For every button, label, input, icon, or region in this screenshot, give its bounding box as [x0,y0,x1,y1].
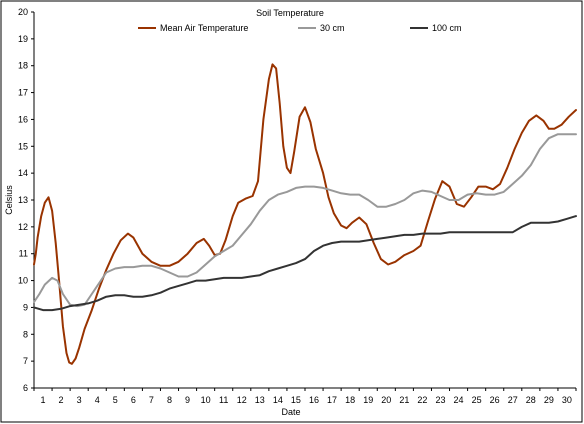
x-tick-label: 22 [417,395,427,405]
y-tick-label: 12 [18,222,28,232]
x-tick-label: 23 [435,395,445,405]
x-tick-label: 25 [472,395,482,405]
series-layer [33,63,577,365]
x-tick-label: 17 [327,395,337,405]
x-tick-label: 28 [526,395,536,405]
y-tick-label: 18 [18,61,28,71]
y-tick-label: 10 [18,276,28,286]
series-line-mean-air-temperature [33,63,577,365]
y-tick-label: 19 [18,34,28,44]
y-tick-label: 17 [18,88,28,98]
series-line-100-cm [33,215,577,312]
y-tick-label: 16 [18,114,28,124]
x-tick-label: 18 [345,395,355,405]
y-tick-label: 8 [23,329,28,339]
y-tick-label: 13 [18,195,28,205]
legend: Mean Air Temperature 30 cm 100 cm [138,23,462,33]
x-tick-label: 12 [237,395,247,405]
x-tick-label: 13 [255,395,265,405]
y-tick-label: 7 [23,356,28,366]
x-tick-label: 16 [309,395,319,405]
y-axis-label: Celsius [4,185,14,215]
x-tick-label: 4 [95,395,100,405]
x-tick-label: 6 [131,395,136,405]
y-tick-label: 11 [19,249,28,259]
x-tick-label: 7 [149,395,154,405]
x-tick-label: 14 [273,395,283,405]
x-tick-label: 1 [40,395,45,405]
legend-label: Mean Air Temperature [160,23,248,33]
x-tick-label: 8 [167,395,172,405]
series-line-30-cm [33,133,577,308]
legend-label: 30 cm [320,23,345,33]
y-tick-label: 15 [18,141,28,151]
legend-label: 100 cm [432,23,462,33]
y-tick-label: 14 [18,168,28,178]
x-tick-label: 29 [544,395,554,405]
legend-item: 30 cm [298,23,345,33]
x-tick-label: 10 [201,395,211,405]
legend-item: 100 cm [410,23,462,33]
x-tick-label: 26 [490,395,500,405]
x-tick-label: 21 [399,395,409,405]
x-axis-label: Date [281,407,300,417]
x-tick-label: 2 [59,395,64,405]
y-tick-label: 6 [23,383,28,393]
legend-item: Mean Air Temperature [138,23,248,33]
chart-title: Soil Temperature [256,8,324,18]
x-tick-label: 5 [113,395,118,405]
x-tick-label: 9 [185,395,190,405]
x-tick-label: 20 [381,395,391,405]
x-tick-label: 27 [508,395,518,405]
x-tick-label: 19 [363,395,373,405]
x-tick-label: 30 [562,395,572,405]
x-tick-label: 15 [291,395,301,405]
y-tick-label: 9 [23,302,28,312]
x-tick-label: 24 [454,395,464,405]
x-tick-label: 3 [77,395,82,405]
x-tick-label: 11 [219,395,228,405]
y-tick-label: 20 [18,7,28,17]
